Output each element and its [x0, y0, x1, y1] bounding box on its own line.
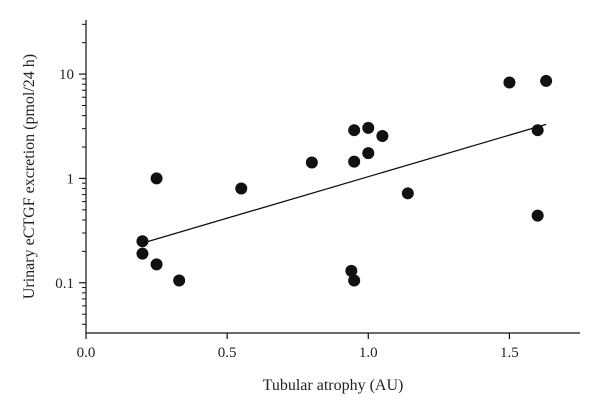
data-point	[136, 235, 149, 248]
x-axis-label: Tubular atrophy (AU)	[263, 377, 404, 394]
regression-line	[142, 123, 547, 244]
data-point	[376, 130, 389, 143]
data-point	[531, 209, 544, 222]
data-point	[540, 74, 553, 87]
x-tick-label: 0.0	[77, 345, 96, 361]
data-point	[345, 264, 358, 277]
data-point	[503, 76, 516, 89]
data-point	[348, 274, 361, 287]
data-point	[362, 121, 375, 134]
data-point	[173, 274, 186, 287]
y-tick-label: 1	[67, 171, 75, 187]
x-tick-label: 1.0	[359, 345, 378, 361]
plot-area	[136, 74, 553, 287]
data-point	[348, 155, 361, 168]
data-point	[348, 124, 361, 137]
y-axis-label: Urinary eCTGF excretion (pmol/24 h)	[21, 54, 38, 299]
data-point	[150, 172, 163, 185]
data-point	[235, 182, 248, 195]
data-point	[362, 147, 375, 160]
x-axis-ticks: 0.0 0.5 1.0 1.5	[77, 333, 519, 361]
data-point	[136, 247, 149, 260]
axes	[85, 20, 580, 334]
x-tick-label: 0.5	[218, 345, 237, 361]
y-tick-label: 0.1	[55, 276, 74, 292]
data-point	[401, 187, 414, 200]
x-tick-label: 1.5	[500, 345, 519, 361]
y-tick-label: 10	[59, 67, 74, 83]
data-point	[150, 258, 163, 271]
data-point	[305, 156, 318, 169]
data-point	[531, 124, 544, 137]
y-axis-ticks: 0.1 1 10	[55, 23, 86, 325]
